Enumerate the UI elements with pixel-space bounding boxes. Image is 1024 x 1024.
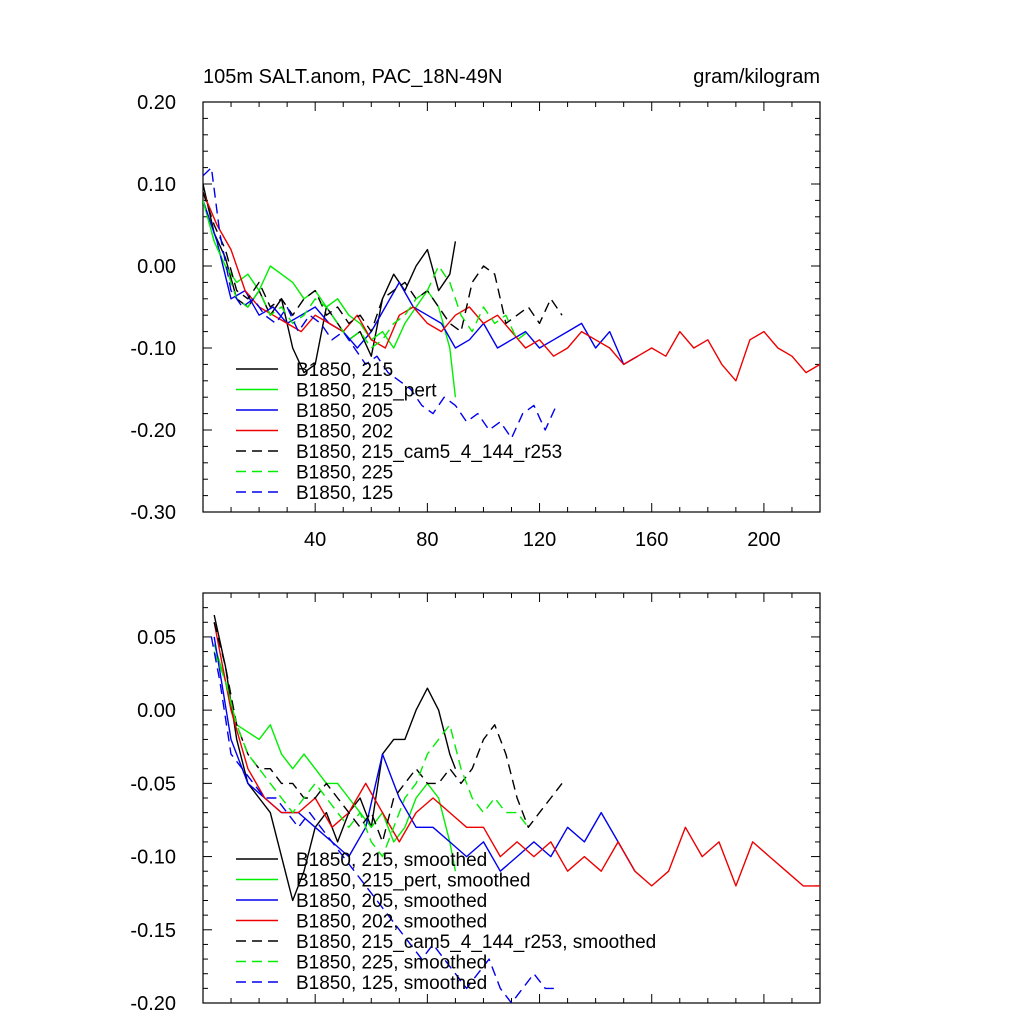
chart-title: 105m SALT.anom, PAC_18N-49N [203, 66, 502, 88]
legend-label: B1850, 205 [296, 401, 393, 422]
series-line-b1850-215-pert [203, 200, 457, 398]
x-tick-label: 40 [304, 529, 326, 551]
series-line-b1850-202-smoothed [213, 622, 820, 887]
legend-label: B1850, 215_cam5_4_144_r253, smoothed [296, 932, 656, 953]
x-tick-label: 120 [523, 529, 556, 551]
y-tick-label: -0.10 [130, 338, 176, 360]
series-line-b1850-205 [203, 200, 639, 366]
y-tick-label: -0.30 [130, 502, 176, 524]
legend-label: B1850, 215_pert [296, 381, 437, 402]
y-tick-label: 0.00 [137, 700, 176, 722]
bottom-panel: 0.05 0.00 -0.05 -0.10 -0.15 -0.20 B1850, 215, … [130, 592, 821, 1015]
legend-label: B1850, 225, smoothed [296, 953, 487, 974]
series-line-b1850-205-smoothed [213, 636, 636, 872]
y-tick-label: 0.05 [137, 627, 176, 649]
series-line-b1850-215-cam5-4-144-r253-smoothed [213, 622, 563, 843]
top-panel: 40 80 120 160 200 0.20 0.10 0.00 -0.10 -0.20 -0.30… [130, 92, 821, 551]
y-tick-label: -0.10 [130, 847, 176, 869]
series-line-b1850-225 [203, 200, 529, 349]
legend-label: B1850, 225 [296, 463, 393, 484]
y-tick-label: 0.10 [137, 174, 176, 196]
legend-label: B1850, 125 [296, 483, 393, 504]
y-tick-label: 0.20 [137, 92, 176, 114]
series-line-b1850-215-cam5-4-144-r253 [203, 191, 563, 333]
series-line-b1850-125-smoothed [210, 636, 557, 1003]
series-line-b1850-202 [203, 191, 820, 382]
x-tick-label: 160 [635, 529, 668, 551]
legend-label: B1850, 205, smoothed [296, 891, 487, 912]
chart-units: gram/kilogram [693, 66, 820, 88]
x-tick-label: 80 [416, 529, 438, 551]
legend-label: B1850, 202 [296, 422, 393, 443]
x-tick-label: 200 [747, 529, 780, 551]
legend-label: B1850, 215, smoothed [296, 850, 487, 871]
y-tick-label: -0.20 [130, 420, 176, 442]
series-line-b1850-215-pert-smoothed [213, 644, 457, 872]
legend-label: B1850, 215 [296, 360, 393, 381]
y-tick-label: -0.15 [130, 920, 176, 942]
y-tick-label: -0.05 [130, 773, 176, 795]
legend-label: B1850, 215_cam5_4_144_r253 [296, 442, 562, 463]
legend-label: B1850, 202, smoothed [296, 912, 487, 933]
legend-label: B1850, 125, smoothed [296, 973, 487, 994]
y-tick-label: -0.20 [130, 993, 176, 1015]
legend-label: B1850, 215_pert, smoothed [296, 871, 531, 892]
series-line-b1850-215-smoothed [213, 614, 457, 902]
y-tick-label: 0.00 [137, 256, 176, 278]
series-line-b1850-225-smoothed [213, 651, 529, 858]
series-line-b1850-125 [203, 166, 558, 439]
